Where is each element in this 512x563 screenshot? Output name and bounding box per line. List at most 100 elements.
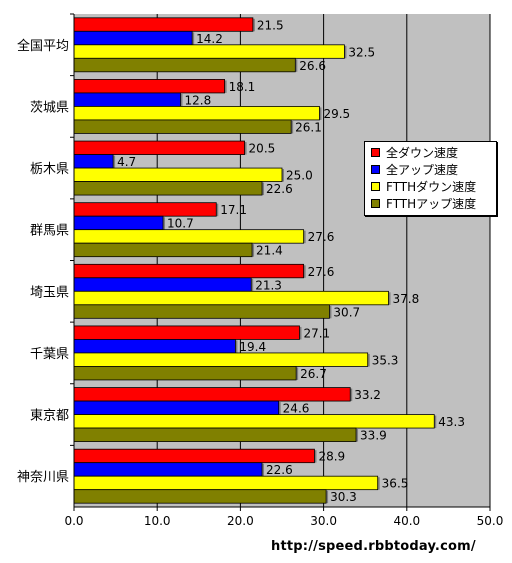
data-label: 28.9: [318, 450, 345, 464]
bar-shadow: [388, 292, 391, 305]
data-label: 10.7: [167, 217, 194, 231]
data-label: 26.1: [295, 120, 322, 134]
data-label: 37.8: [392, 292, 419, 306]
category-label: 栃木県: [30, 162, 69, 177]
bar-shadow: [244, 142, 247, 155]
bar: [73, 44, 345, 59]
legend-swatch-ftth-down: [371, 182, 380, 191]
x-tick-label: 40.0: [393, 514, 420, 528]
bar: [73, 290, 389, 306]
bar: [73, 489, 327, 504]
bar: [73, 462, 263, 477]
legend-swatch-all-up: [371, 165, 380, 174]
category-label: 千葉県: [30, 347, 69, 362]
legend-label: FTTHダウン速度: [386, 180, 477, 194]
bar-shadow: [262, 182, 265, 196]
bar: [73, 92, 181, 107]
bar-shadow: [367, 353, 370, 367]
data-label: 30.7: [333, 305, 360, 319]
bar: [73, 475, 379, 491]
bar: [73, 242, 253, 258]
legend: 全ダウン速度 全アップ速度 FTTHダウン速度 FTTHアップ速度: [364, 141, 497, 216]
bar: [73, 154, 114, 169]
bar-shadow: [282, 169, 284, 182]
legend-label: 全ダウン速度: [386, 146, 459, 160]
legend-swatch-all-down: [371, 148, 380, 157]
source-url[interactable]: http://speed.rbbtoday.com/: [271, 539, 476, 554]
legend-label: FTTHアップ速度: [386, 197, 477, 211]
bar-shadow: [180, 93, 183, 107]
data-label: 4.7: [117, 155, 136, 169]
bar: [73, 167, 283, 182]
data-label: 19.4: [239, 340, 266, 354]
bar-shadow: [252, 18, 255, 32]
data-label: 26.6: [299, 59, 326, 73]
category-label: 茨城県: [30, 100, 69, 115]
bar-shadow: [329, 305, 332, 319]
bar-shadow: [295, 59, 298, 72]
bar-shadow: [299, 326, 302, 340]
x-tick-label: 50.0: [477, 514, 504, 528]
legend-item-ftth-down: FTTHダウン速度: [365, 178, 496, 195]
data-label: 29.5: [323, 107, 350, 121]
bar: [73, 79, 225, 94]
data-label: 35.3: [372, 353, 399, 367]
data-label: 22.6: [266, 182, 293, 196]
bar: [73, 181, 263, 196]
bar-shadow: [296, 367, 299, 380]
data-label: 43.3: [438, 415, 465, 429]
bar-shadow: [192, 32, 195, 45]
bar-shadow: [278, 402, 281, 415]
bar-shadow: [291, 120, 294, 134]
data-label: 21.5: [257, 18, 284, 32]
bar-shadow: [224, 80, 227, 93]
legend-item-all-down: 全ダウン速度: [365, 144, 496, 161]
bar-shadow: [262, 463, 265, 477]
data-label: 12.8: [184, 93, 211, 107]
bar: [73, 277, 252, 292]
x-tick-label: 20.0: [227, 514, 254, 528]
bar-shadow: [319, 107, 322, 120]
bar-shadow: [377, 477, 380, 490]
x-tick-label: 0.0: [64, 514, 83, 528]
x-tick-label: 30.0: [310, 514, 337, 528]
bar-shadow: [434, 415, 437, 429]
category-label: 神奈川県: [17, 470, 69, 485]
data-label: 21.3: [255, 278, 282, 292]
bar-shadow: [113, 155, 116, 169]
data-label: 21.4: [256, 244, 283, 258]
legend-swatch-ftth-up: [371, 199, 380, 208]
bar: [73, 427, 357, 442]
data-label: 33.2: [354, 388, 381, 402]
legend-item-all-up: 全アップ速度: [365, 161, 496, 178]
bars: [73, 17, 437, 504]
category-label: 全国平均: [17, 38, 69, 54]
bar-shadow: [163, 217, 166, 230]
bar: [73, 339, 236, 354]
legend-item-ftth-up: FTTHアップ速度: [365, 195, 496, 212]
data-label: 26.7: [300, 367, 327, 381]
bar-shadow: [356, 429, 359, 442]
bar: [73, 202, 217, 217]
data-label: 14.2: [196, 32, 223, 46]
bar: [73, 30, 193, 46]
data-label: 27.6: [308, 230, 335, 244]
bar-shadow: [326, 490, 329, 504]
x-tick-labels: 0.0 10.0 20.0 30.0 40.0 50.0: [64, 507, 503, 528]
data-label: 24.6: [283, 402, 310, 416]
legend-label: 全アップ速度: [386, 163, 459, 177]
bar-shadow: [344, 45, 347, 59]
data-label: 25.0: [286, 169, 313, 183]
bar-shadow: [303, 230, 306, 244]
bar: [73, 387, 351, 402]
data-label: 33.9: [360, 429, 387, 443]
bar: [73, 140, 245, 155]
bar: [73, 215, 164, 231]
bar: [73, 400, 280, 415]
bar-shadow: [235, 340, 238, 353]
category-label: 群馬県: [30, 224, 69, 239]
bar-shadow: [350, 388, 353, 402]
data-label: 36.5: [382, 477, 409, 491]
bar: [73, 229, 305, 244]
